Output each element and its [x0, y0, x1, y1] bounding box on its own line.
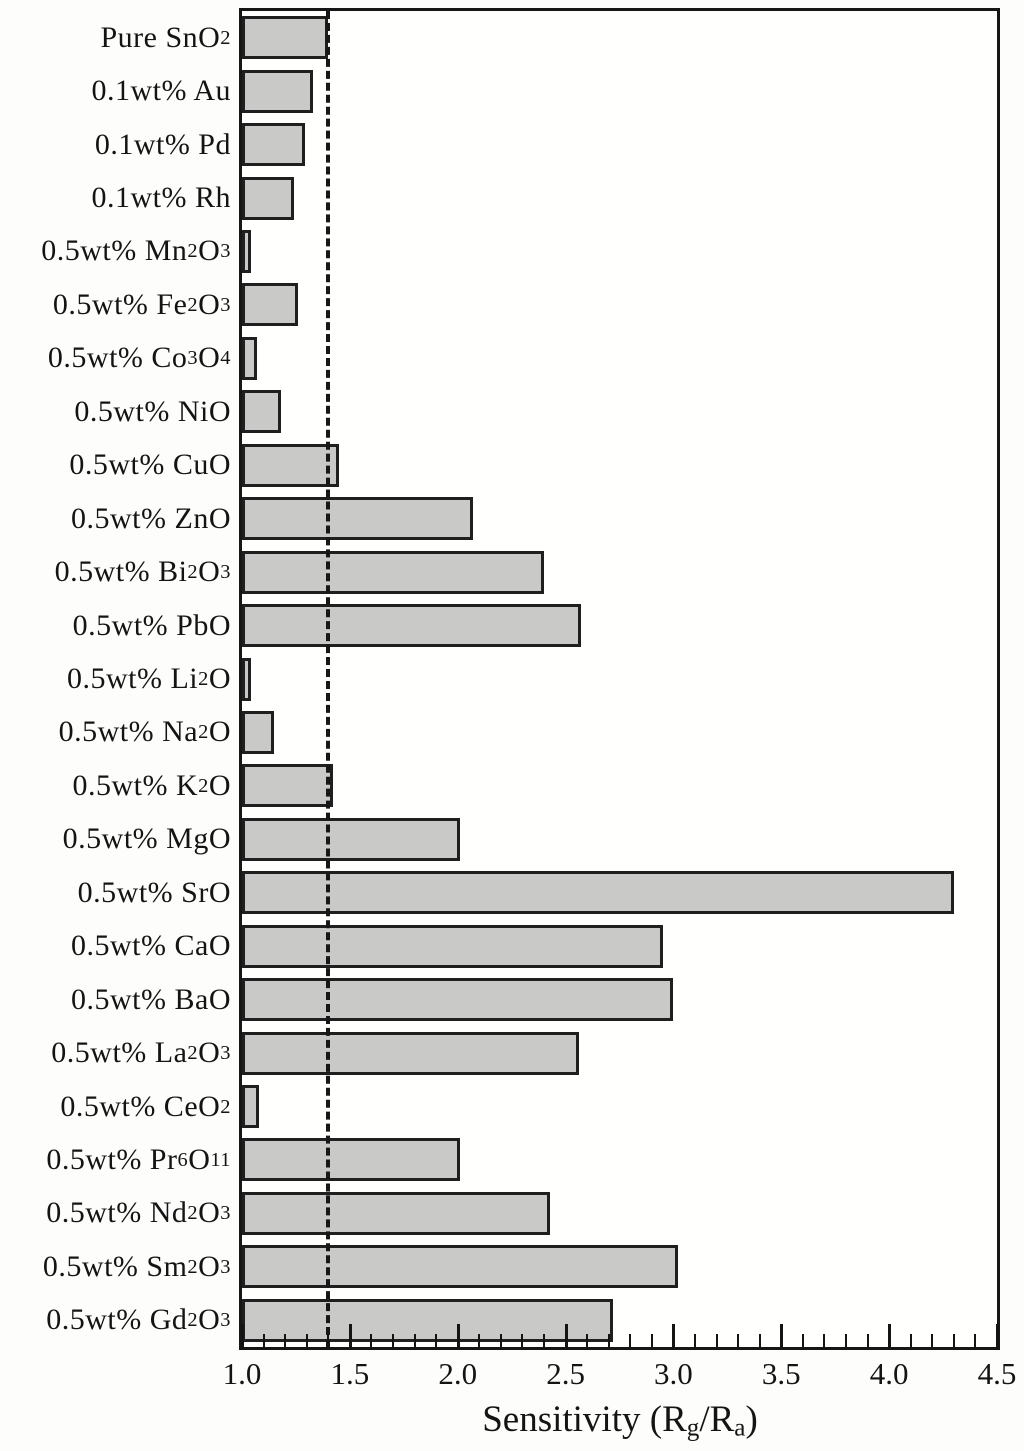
x-axis-title: Sensitivity (Rg/Ra) [482, 1399, 758, 1442]
bar [242, 978, 674, 1022]
category-label: 0.1wt% Rh [91, 181, 231, 215]
category-label: 0.5wt% Nd 2 O 3 [46, 1196, 231, 1230]
bar [242, 710, 275, 754]
x-minor-tick [305, 1334, 308, 1347]
bar [242, 924, 663, 968]
bar [242, 764, 333, 808]
bar [242, 283, 299, 327]
bar [242, 550, 544, 594]
x-major-tick [456, 1324, 460, 1347]
x-minor-tick [499, 1334, 502, 1347]
x-tick-label: 1.5 [330, 1356, 370, 1391]
x-minor-tick [413, 1334, 416, 1347]
x-major-tick [996, 1324, 999, 1347]
bar [242, 1191, 551, 1235]
category-label: 0.5wt% NiO [74, 394, 231, 428]
x-minor-tick [866, 1334, 869, 1347]
x-tick-label: 1.0 [222, 1356, 262, 1391]
category-label: 0.1wt% Au [91, 74, 231, 108]
category-label: 0.5wt% SrO [77, 875, 231, 909]
x-minor-tick [694, 1334, 696, 1347]
bar [242, 1085, 260, 1129]
x-minor-tick [435, 1334, 438, 1347]
x-major-tick [780, 1324, 784, 1347]
x-tick-label: 3.0 [654, 1356, 693, 1391]
x-minor-tick [931, 1334, 934, 1347]
category-label: 0.5wt% MgO [62, 822, 231, 856]
bar [242, 497, 473, 541]
bar [242, 123, 305, 167]
bar [242, 1245, 678, 1289]
category-label: 0.5wt% Fe 2 O 3 [52, 287, 231, 321]
x-tick-label: 3.5 [761, 1356, 801, 1391]
x-minor-tick [650, 1334, 653, 1347]
bar [242, 390, 281, 434]
bar [242, 1298, 614, 1342]
category-label: 0.5wt% Na 2 O [58, 715, 231, 749]
x-tick-label: 4.5 [977, 1356, 1017, 1391]
x-minor-tick [715, 1334, 718, 1347]
bar [242, 176, 294, 220]
bar [242, 336, 258, 380]
bar [242, 69, 314, 113]
category-label: 0.5wt% Sm 2 O 3 [42, 1249, 231, 1283]
plot-area [239, 8, 1000, 1350]
x-major-tick [564, 1324, 568, 1347]
category-label: 0.5wt% Bi 2 O 3 [54, 555, 231, 589]
x-minor-tick [607, 1334, 610, 1347]
bar [242, 604, 581, 648]
x-minor-tick [262, 1334, 265, 1347]
x-minor-tick [758, 1334, 761, 1347]
category-label: 0.1wt% Pd [94, 127, 231, 161]
x-minor-tick [543, 1334, 545, 1347]
x-minor-tick [823, 1334, 826, 1347]
category-label: 0.5wt% CuO [69, 448, 231, 482]
x-major-tick [241, 1324, 244, 1347]
x-major-tick [348, 1324, 352, 1347]
bar [242, 1138, 460, 1182]
bar [242, 229, 251, 273]
plot-inner [241, 11, 999, 1347]
category-label: 0.5wt% Gd 2 O 3 [46, 1303, 231, 1337]
category-label: 0.5wt% Pr 6 O 11 [46, 1142, 231, 1176]
category-label: 0.5wt% ZnO [71, 501, 231, 535]
x-tick-label: 2.5 [546, 1356, 585, 1391]
x-minor-tick [521, 1334, 524, 1347]
bar [242, 1031, 579, 1075]
category-label: Pure SnO 2 [100, 20, 231, 54]
bar [242, 16, 329, 60]
bar [242, 817, 460, 861]
x-minor-tick [284, 1334, 287, 1347]
bar [242, 871, 954, 915]
category-label: 0.5wt% PbO [72, 608, 231, 642]
x-minor-tick [327, 1334, 330, 1347]
x-major-tick [888, 1324, 892, 1347]
x-minor-tick [586, 1334, 589, 1347]
x-tick-label: 4.0 [869, 1356, 909, 1391]
category-label: 0.5wt% BaO [71, 982, 231, 1016]
bar [242, 657, 251, 701]
x-minor-tick [845, 1334, 847, 1347]
category-label: 0.5wt% CaO [71, 929, 231, 963]
x-minor-tick [909, 1334, 912, 1347]
x-minor-tick [952, 1334, 955, 1347]
bar [242, 443, 340, 487]
x-minor-tick [370, 1334, 373, 1347]
x-minor-tick [801, 1334, 804, 1347]
category-label: 0.5wt% La 2 O 3 [51, 1036, 231, 1070]
reference-line [326, 11, 331, 1347]
category-label: 0.5wt% Mn 2 O 3 [41, 234, 231, 268]
category-label: 0.5wt% Li 2 O [66, 661, 231, 695]
category-label: 0.5wt% Co 3 O 4 [47, 341, 231, 375]
x-minor-tick [974, 1334, 977, 1347]
x-minor-tick [737, 1334, 740, 1347]
x-minor-tick [478, 1334, 481, 1347]
x-tick-label: 2.0 [438, 1356, 478, 1391]
x-minor-tick [392, 1334, 394, 1347]
x-major-tick [672, 1324, 676, 1347]
x-minor-tick [629, 1334, 632, 1347]
category-label: 0.5wt% CeO 2 [60, 1089, 231, 1123]
